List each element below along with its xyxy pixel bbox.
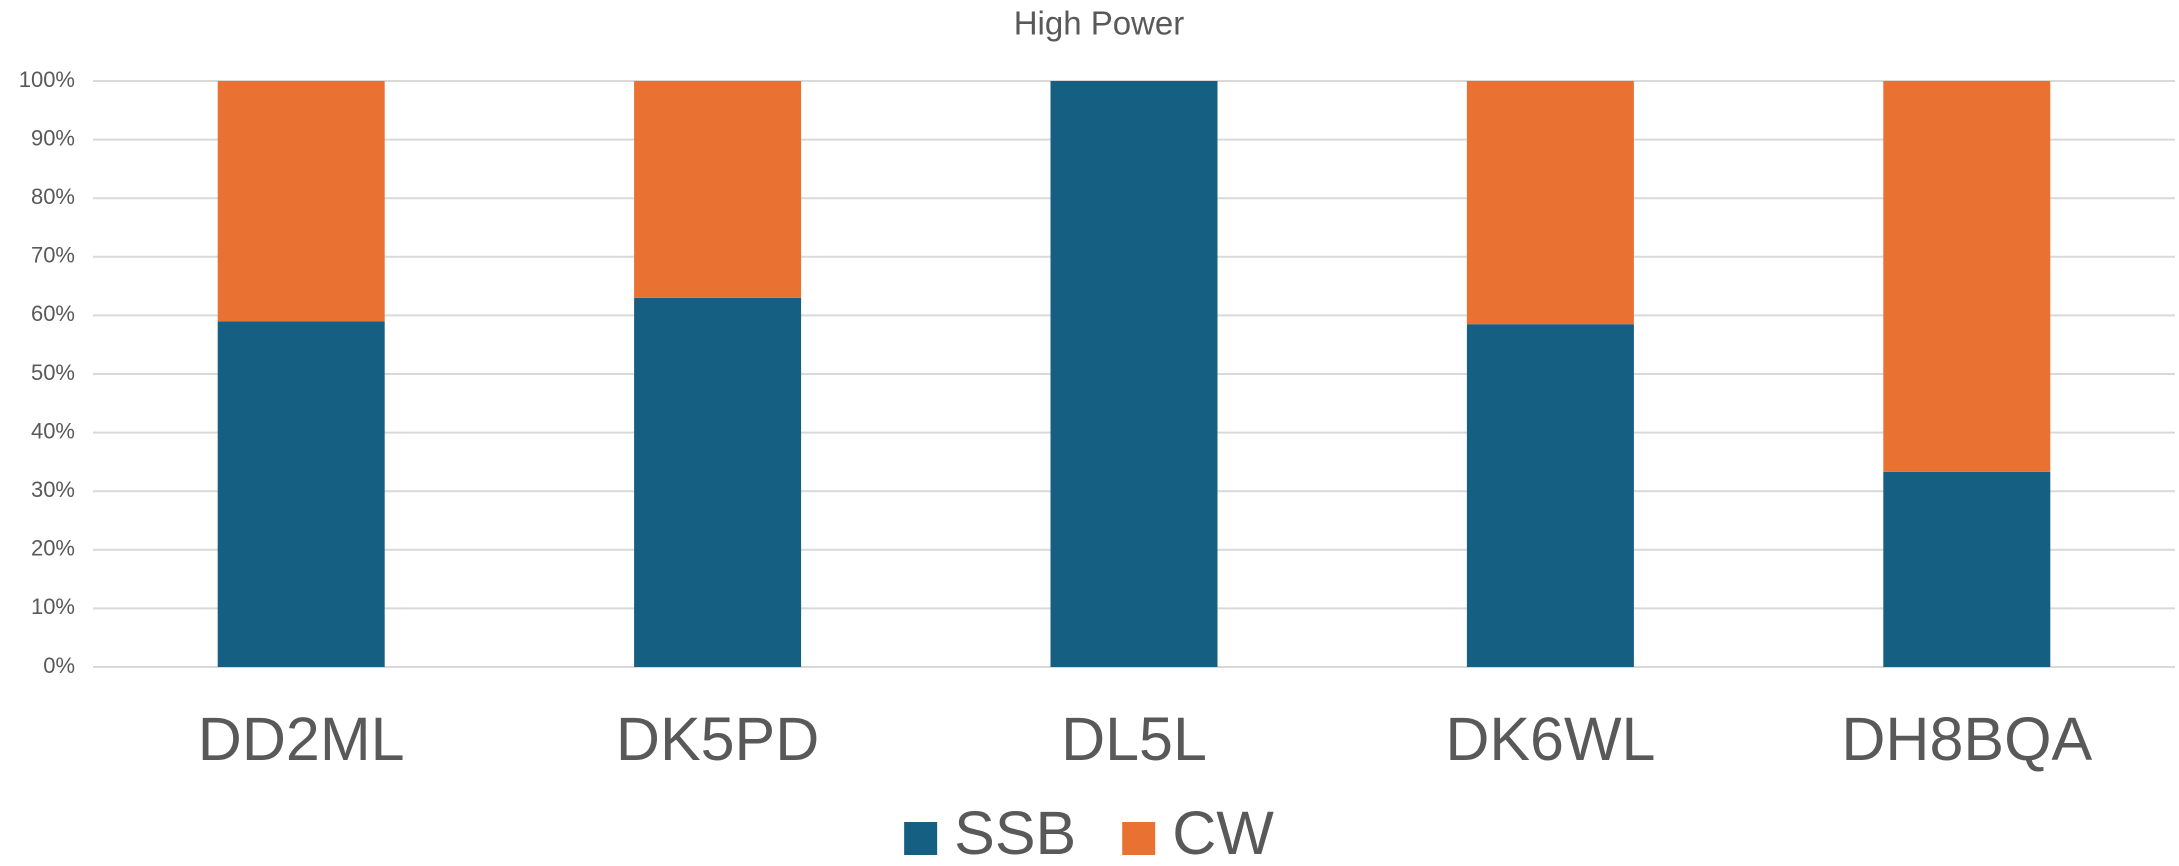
x-tick-label: DK6WL (1445, 705, 1655, 773)
bar-segment (1883, 81, 2051, 472)
chart-title: High Power (1014, 5, 1185, 42)
bar-segment (1050, 81, 1218, 667)
y-tick-label: 70% (31, 243, 75, 268)
legend-swatch (904, 822, 938, 855)
x-tick-label: DK5PD (616, 705, 819, 773)
y-tick-label: 30% (31, 477, 75, 502)
y-tick-label: 60% (31, 301, 75, 326)
y-tick-label: 100% (19, 67, 75, 92)
bar-segment (217, 81, 385, 322)
legend-swatch (1122, 822, 1156, 855)
y-tick-label: 40% (31, 418, 75, 443)
bar-segment (634, 297, 802, 667)
x-tick-label: DH8BQA (1841, 705, 2092, 773)
y-tick-label: 50% (31, 360, 75, 385)
x-tick-label: DD2ML (198, 705, 405, 773)
y-tick-label: 90% (31, 125, 75, 150)
bar-segment (634, 81, 802, 298)
y-tick-label: 20% (31, 536, 75, 561)
legend-label: CW (1172, 799, 1274, 866)
x-tick-label: DL5L (1061, 705, 1207, 773)
bar-segment (217, 321, 385, 667)
bar-segment (1466, 81, 1634, 325)
bar-segment (1466, 324, 1634, 667)
legend-label: SSB (954, 799, 1076, 866)
y-tick-label: 0% (43, 653, 75, 678)
y-tick-label: 80% (31, 184, 75, 209)
bar-segment (1883, 471, 2051, 667)
y-tick-label: 10% (31, 594, 75, 619)
